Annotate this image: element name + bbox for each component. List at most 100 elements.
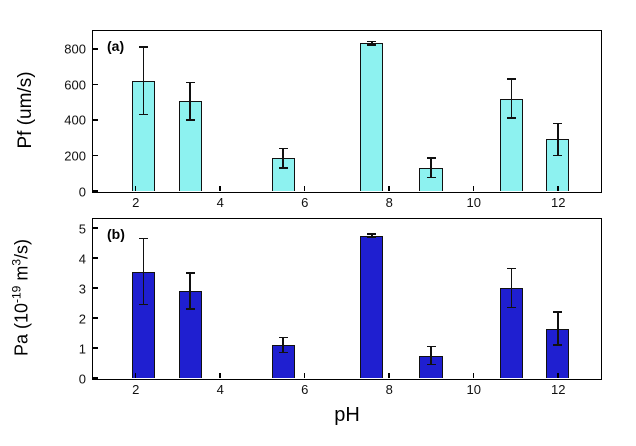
bar-ph-7.6 [360, 43, 384, 191]
x-tick [388, 186, 390, 191]
y-tick-label: 2 [78, 311, 86, 326]
x-tick-label: 4 [216, 382, 224, 397]
error-bar-cap [278, 351, 288, 354]
error-bar-cap [367, 40, 377, 43]
error-bar-cap [426, 176, 436, 179]
error-bar-cap [185, 272, 195, 274]
error-bar [557, 312, 559, 345]
x-tick-label: 12 [551, 382, 566, 397]
error-bar-cap [506, 267, 516, 270]
y-axis-label-b-base1: Pa (10 [11, 303, 32, 357]
error-bar-cap [139, 113, 149, 116]
error-bar-cap [506, 117, 516, 119]
error-bar-cap [185, 308, 195, 310]
error-bar [189, 82, 191, 120]
y-tick-label: 600 [64, 77, 86, 93]
x-tick [557, 373, 559, 378]
error-bar-cap [278, 167, 288, 169]
error-bar-cap [367, 44, 377, 46]
error-bar [371, 41, 373, 46]
x-tick [472, 373, 474, 378]
x-tick [134, 186, 136, 191]
x-tick [472, 186, 474, 191]
x-tick [303, 373, 305, 378]
error-bar-cap [553, 344, 563, 346]
x-tick-label: 12 [551, 195, 566, 210]
x-tick [134, 373, 136, 378]
error-bar [142, 238, 145, 305]
y-tick [93, 287, 98, 289]
panel-b-plot-area [92, 218, 602, 380]
error-bar-cap [278, 336, 288, 339]
error-bar [430, 346, 432, 365]
error-bar-cap [553, 311, 563, 313]
bar-ph-7.6 [360, 235, 384, 378]
panel-b-tag: (b) [107, 226, 125, 242]
x-tick-label: 2 [132, 195, 140, 210]
x-tick [557, 186, 559, 191]
x-tick-label: 8 [385, 195, 393, 210]
error-bar [510, 268, 513, 308]
error-bar-cap [139, 237, 149, 240]
y-tick [93, 83, 98, 86]
x-axis-label: pH [334, 404, 360, 426]
error-bar [557, 123, 559, 156]
y-tick-label: 200 [64, 148, 86, 164]
x-tick [219, 373, 221, 378]
panel-a-tag: (a) [107, 38, 125, 54]
y-tick-label: 3 [78, 281, 86, 296]
y-tick [93, 257, 98, 259]
x-tick-label: 10 [466, 195, 481, 210]
error-bar [282, 337, 284, 353]
error-bar-cap [139, 303, 149, 306]
y-axis-label-b-base3: /s) [11, 238, 32, 259]
y-tick [93, 227, 98, 229]
panel-a-plot-area [92, 30, 602, 193]
error-bar-cap [185, 81, 195, 84]
error-bar-cap [506, 306, 516, 309]
error-bar-cap [426, 363, 436, 366]
error-bar [430, 158, 432, 178]
x-tick-label: 6 [301, 195, 309, 210]
y-tick-label: 4 [78, 251, 86, 266]
y-tick [93, 190, 98, 192]
y-tick [93, 347, 98, 349]
error-bar-cap [426, 345, 436, 348]
y-tick [93, 377, 98, 379]
y-tick-label: 0 [78, 184, 86, 199]
x-tick-label: 6 [301, 382, 309, 397]
y-tick-label: 400 [64, 112, 86, 128]
error-bar-cap [278, 147, 288, 150]
error-bar [510, 79, 513, 119]
x-tick-label: 10 [466, 382, 481, 397]
error-bar-cap [139, 46, 149, 48]
x-tick-label: 8 [385, 382, 393, 397]
y-axis-label-b: Pa (10-19 m3/s) [9, 178, 33, 418]
error-bar-cap [506, 78, 516, 80]
x-tick [303, 186, 305, 191]
x-tick-label: 4 [216, 195, 224, 210]
y-axis-label-b-base2: m [11, 265, 32, 286]
y-tick-label: 0 [78, 371, 86, 386]
x-tick [388, 373, 390, 378]
error-bar-cap [367, 233, 377, 235]
error-bar-cap [426, 157, 436, 159]
y-axis-label-b-exponent: -19 [9, 285, 24, 303]
y-axis-label-b-cubed: 3 [9, 258, 24, 266]
error-bar-cap [367, 236, 377, 238]
y-tick-label: 5 [78, 221, 86, 236]
error-bar [371, 234, 373, 237]
x-tick-label: 2 [132, 382, 140, 397]
y-tick-label: 800 [64, 41, 86, 57]
x-tick [219, 186, 221, 191]
y-tick [93, 317, 98, 319]
y-tick [93, 48, 98, 50]
y-tick-label: 1 [78, 341, 86, 356]
error-bar [282, 148, 284, 168]
error-bar-cap [553, 122, 563, 125]
error-bar-cap [553, 154, 563, 157]
y-tick [93, 119, 98, 121]
error-bar-cap [185, 119, 195, 121]
error-bar [189, 273, 191, 309]
